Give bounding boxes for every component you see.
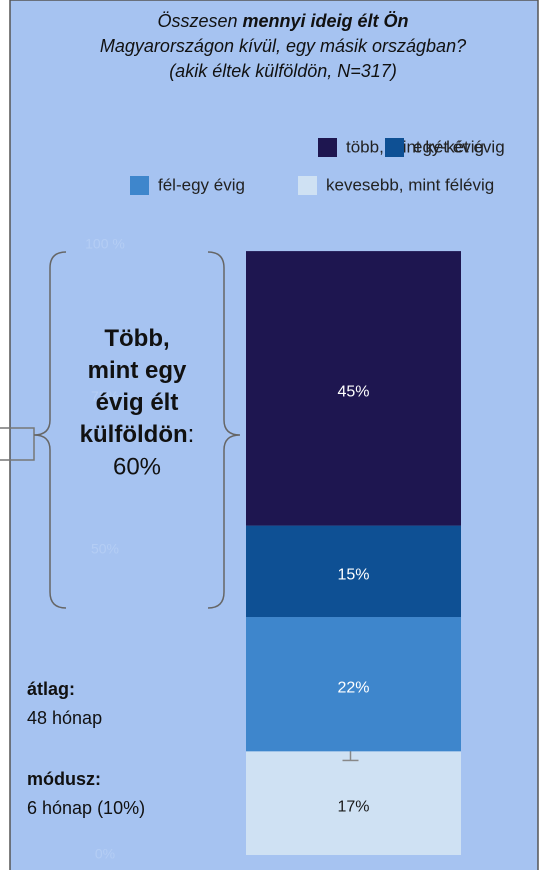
data-label: 15% bbox=[337, 567, 369, 584]
legend-swatch bbox=[385, 138, 404, 157]
stat-label: módusz: bbox=[27, 769, 101, 789]
legend-swatch bbox=[318, 138, 337, 157]
brace-value: 60% bbox=[113, 453, 161, 480]
legend-label: kevesebb, mint félévig bbox=[326, 175, 494, 194]
brace-text: évig élt bbox=[96, 389, 179, 416]
stat-label: átlag: bbox=[27, 679, 75, 699]
brace-left bbox=[33, 251, 67, 609]
title-part: Magyarországon kívül, egy másik országba… bbox=[100, 36, 466, 56]
brace-text: mint egy bbox=[88, 357, 187, 384]
bar-segment bbox=[246, 617, 461, 752]
chart-title: Magyarországon kívül, egy másik országba… bbox=[100, 36, 466, 56]
title-part: (akik éltek külföldön, N=317) bbox=[169, 61, 397, 81]
bar-segment bbox=[246, 751, 461, 855]
legend-label: fél-egy évig bbox=[158, 175, 245, 194]
brace-right bbox=[207, 251, 241, 609]
brace-line: mint egy bbox=[88, 357, 187, 384]
y-tick-label: 100 % bbox=[85, 236, 125, 252]
chart-title: Összesen mennyi ideig élt Ön bbox=[157, 11, 408, 31]
brace-text: külföldön: bbox=[80, 421, 195, 448]
y-tick-label: 50% bbox=[91, 541, 119, 557]
brace-text: Több, bbox=[104, 325, 169, 352]
chart-title: (akik éltek külföldön, N=317) bbox=[169, 61, 397, 81]
bar-segment bbox=[246, 525, 461, 618]
brace-line: Több, bbox=[104, 325, 169, 352]
stat-value: 48 hónap bbox=[27, 708, 102, 728]
bar-segment bbox=[246, 251, 461, 526]
legend-label: egy-két évig bbox=[413, 137, 505, 156]
stat-value: 6 hónap (10%) bbox=[27, 798, 145, 818]
legend-swatch bbox=[298, 176, 317, 195]
title-part: Összesen bbox=[157, 11, 242, 31]
data-label: 22% bbox=[337, 679, 369, 696]
data-label: 17% bbox=[337, 798, 369, 815]
legend-label: több, mint két évig bbox=[346, 137, 484, 156]
brace-suffix: : bbox=[188, 421, 195, 448]
legend-swatch bbox=[130, 176, 149, 195]
brace-line: külföldön bbox=[80, 421, 188, 448]
brace-line: évig élt bbox=[96, 389, 179, 416]
connector bbox=[0, 427, 35, 461]
y-tick-label: 0% bbox=[95, 846, 115, 862]
y-tick-label: 75% bbox=[91, 388, 119, 404]
data-label: 45% bbox=[337, 384, 369, 401]
title-part: mennyi ideig élt Ön bbox=[243, 11, 409, 31]
